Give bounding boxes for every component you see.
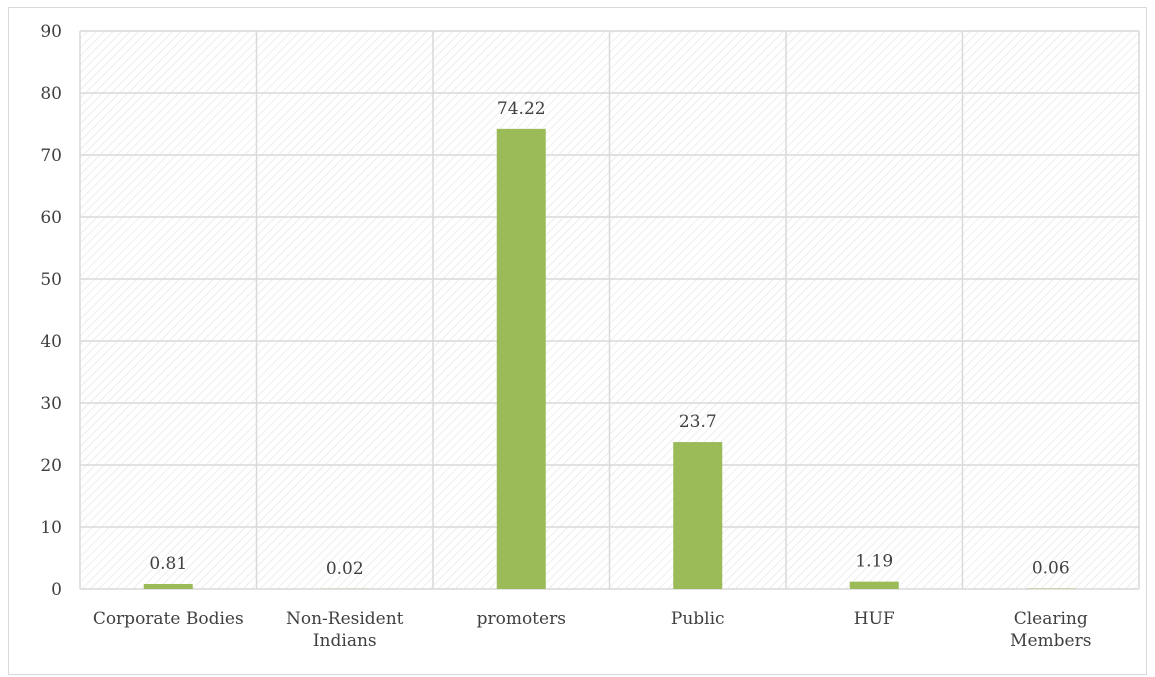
bar: [849, 581, 899, 589]
y-tick-label: 40: [40, 332, 62, 352]
x-tick-line: HUF: [854, 609, 895, 629]
x-tick-line: Non-Resident: [286, 609, 404, 629]
data-label: 23.7: [679, 412, 717, 432]
data-label: 0.02: [326, 559, 364, 579]
data-labels: 0.81 0.02 74.22 23.7 1.19 0.06: [149, 99, 1069, 579]
x-tick-label: Non-Resident Indians: [286, 609, 404, 651]
bar: [673, 442, 723, 589]
bar: [496, 128, 546, 589]
x-tick-line: Clearing: [1014, 609, 1088, 629]
data-label: 0.06: [1032, 559, 1070, 579]
x-tick-label: Clearing Members: [1010, 609, 1091, 651]
y-tick-label: 80: [40, 84, 62, 104]
x-axis-ticks: Corporate Bodies Non-Resident Indians promo…: [93, 609, 1092, 651]
x-tick-line: Corporate Bodies: [93, 609, 244, 629]
y-axis-ticks: 0 10 20 30 40 50 60 70 80 90: [40, 22, 62, 600]
y-tick-label: 0: [51, 580, 62, 600]
bar: [143, 583, 193, 589]
bars: [143, 128, 1076, 589]
x-tick-line: Indians: [313, 631, 377, 651]
y-tick-label: 60: [40, 208, 62, 228]
y-tick-label: 90: [40, 22, 62, 42]
y-tick-label: 30: [40, 394, 62, 414]
data-label: 0.81: [149, 554, 187, 574]
x-tick-line: Members: [1010, 631, 1091, 651]
x-tick-label: Public: [671, 609, 725, 629]
data-label: 74.22: [497, 99, 546, 119]
x-tick-label: Corporate Bodies: [93, 609, 244, 629]
x-tick-label: promoters: [477, 609, 566, 629]
x-tick-label: HUF: [854, 609, 895, 629]
x-tick-line: Public: [671, 609, 725, 629]
y-tick-label: 20: [40, 456, 62, 476]
data-label: 1.19: [855, 552, 893, 572]
x-tick-line: promoters: [477, 609, 566, 629]
y-tick-label: 70: [40, 146, 62, 166]
y-tick-label: 10: [40, 518, 62, 538]
y-tick-label: 50: [40, 270, 62, 290]
gridlines: [79, 30, 1140, 590]
